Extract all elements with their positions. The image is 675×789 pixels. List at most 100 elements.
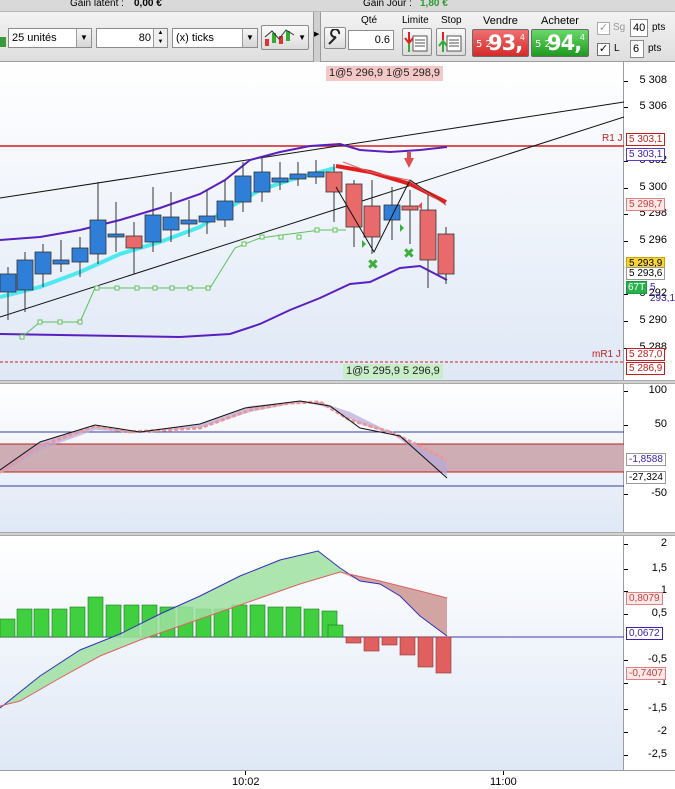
candle-body bbox=[363, 205, 381, 238]
chevron-down-icon[interactable]: ▼ bbox=[76, 29, 91, 47]
buy-cross-icon: ✖ bbox=[403, 246, 415, 262]
sar-dot bbox=[296, 234, 302, 240]
trend-line bbox=[0, 116, 624, 318]
stoch-main-line bbox=[0, 400, 448, 479]
oscillator-canvas[interactable] bbox=[0, 384, 624, 532]
interval-stepper[interactable]: 80 ▲ ▼ bbox=[96, 28, 168, 48]
candle-body bbox=[307, 171, 325, 178]
price-chart-canvas[interactable]: ✖✖ bbox=[0, 62, 624, 380]
sar-dot bbox=[77, 319, 83, 325]
axis-tick bbox=[624, 107, 628, 108]
limit-order-button[interactable] bbox=[402, 28, 432, 56]
axis-label: -2,5 bbox=[648, 748, 667, 760]
macd-bar bbox=[435, 636, 452, 674]
axis-tick bbox=[624, 660, 628, 661]
units-select[interactable]: 25 unités ▼ bbox=[8, 28, 92, 48]
osc-tag-1: -1,8588 bbox=[626, 453, 666, 466]
axis-label: 5 290 bbox=[639, 314, 667, 326]
interval-type-select[interactable]: (x) ticks ▼ bbox=[172, 28, 258, 48]
osc-tag-2: -27,324 bbox=[626, 471, 666, 484]
sg-checkbox[interactable]: ✓ bbox=[597, 22, 610, 35]
buy-cross-icon: ✖ bbox=[367, 257, 379, 273]
macd-bar bbox=[16, 608, 33, 638]
panel-splitter[interactable] bbox=[0, 380, 675, 384]
macd-bar bbox=[417, 636, 434, 668]
trading-toolbar: 25 unités ▼ 80 ▲ ▼ (x) ticks ▼ ▼ ▶ Qté 0.… bbox=[0, 12, 675, 62]
axis-tick bbox=[624, 709, 628, 710]
macd-canvas[interactable] bbox=[0, 536, 624, 770]
candle-body bbox=[253, 171, 271, 193]
top-order-box[interactable]: 1@5 296,9 1@5 298,9 bbox=[326, 66, 444, 81]
sar-dot bbox=[94, 285, 100, 291]
oversold-zone bbox=[0, 444, 624, 472]
sar-dot bbox=[314, 227, 320, 233]
sar-dot bbox=[205, 285, 211, 291]
macd-bar bbox=[231, 604, 248, 638]
axis-label: -0,5 bbox=[648, 653, 667, 665]
axis-tick bbox=[624, 241, 628, 242]
macd-tag-1: 0,8079 bbox=[626, 592, 663, 605]
candle-body bbox=[271, 177, 289, 183]
macd-bar bbox=[267, 606, 284, 638]
axis-tick bbox=[624, 494, 628, 495]
candle-body bbox=[125, 235, 143, 249]
buy-button[interactable]: 5 2 94, 4 bbox=[531, 29, 589, 57]
collapse-arrow-icon[interactable]: ▶ bbox=[314, 31, 320, 38]
buy-price-main: 94, bbox=[547, 31, 582, 55]
l-pts-value: 6 bbox=[633, 43, 640, 55]
l-pts-input[interactable]: 6 bbox=[630, 40, 644, 58]
bottom-order-box[interactable]: 1@5 295,9 5 296,9 bbox=[343, 364, 443, 379]
macd-bar bbox=[51, 608, 68, 638]
macd-axis: 2 1,5 1 0,5 -0,5 -1 -1,5 -2 -2,5 bbox=[624, 536, 675, 770]
l-checkbox[interactable]: ✓ bbox=[597, 43, 610, 56]
zigzag-line bbox=[342, 161, 447, 206]
macd-bar bbox=[0, 618, 16, 638]
axis-label: 0,5 bbox=[651, 607, 667, 619]
stoch-signal-line bbox=[0, 400, 448, 474]
account-summary-strip: Gain latent : 0,00 € Gain Jour : 1,80 € bbox=[0, 0, 675, 12]
lower-price-tag: 5 286,9 bbox=[626, 362, 666, 375]
oscillator-panel[interactable] bbox=[0, 384, 624, 532]
zigzag-line bbox=[335, 179, 447, 254]
candle-body bbox=[234, 175, 252, 203]
candle-body bbox=[71, 247, 89, 263]
price-chart-panel[interactable]: ✖ ✖ 1@5 296,9 1@5 298,9 1@5 295,9 5 296,9 bbox=[0, 62, 624, 380]
sar-dot bbox=[114, 285, 120, 291]
sar-dot bbox=[37, 319, 43, 325]
l-label: L bbox=[614, 43, 620, 54]
time-tick bbox=[245, 771, 246, 775]
sar-dot bbox=[152, 285, 158, 291]
candle-body bbox=[89, 219, 107, 255]
sell-button[interactable]: 5 2 93, 4 bbox=[472, 29, 529, 57]
chart-indicators-button[interactable]: ▼ bbox=[261, 25, 309, 50]
upper-band-tag: 5 298,7 bbox=[626, 198, 666, 211]
units-select-value: 25 unités bbox=[12, 32, 57, 44]
candle-body bbox=[16, 259, 34, 291]
qty-input[interactable]: 0.6 bbox=[348, 30, 394, 50]
candle-body bbox=[289, 173, 307, 180]
sell-price-prefix: 5 2 bbox=[476, 39, 492, 50]
axis-tick bbox=[624, 732, 628, 733]
limit-label: Limite bbox=[402, 15, 429, 26]
candle-body bbox=[34, 251, 52, 275]
axis-tick bbox=[624, 591, 628, 592]
stop-order-button[interactable] bbox=[436, 28, 466, 56]
axis-tick bbox=[624, 188, 628, 189]
macd-bar bbox=[303, 608, 320, 638]
macd-bar bbox=[399, 636, 416, 656]
gain-latent-value: 0,00 € bbox=[134, 0, 162, 9]
macd-bar bbox=[105, 604, 122, 638]
macd-bar bbox=[381, 636, 398, 646]
chevron-down-icon[interactable]: ▼ bbox=[242, 29, 257, 47]
macd-panel[interactable] bbox=[0, 536, 624, 770]
r1-label: R1 J bbox=[602, 133, 623, 144]
stepper-arrows-icon[interactable]: ▲ ▼ bbox=[153, 29, 167, 47]
chevron-down-icon[interactable]: ▼ bbox=[298, 33, 306, 42]
settings-wrench-button[interactable] bbox=[324, 27, 346, 49]
panel-splitter[interactable] bbox=[0, 532, 675, 536]
sg-pts-input[interactable]: 40 bbox=[630, 19, 648, 37]
toolbar-separator: ▶ bbox=[313, 12, 321, 62]
sar-dot bbox=[241, 241, 247, 247]
candle-body bbox=[419, 209, 437, 261]
